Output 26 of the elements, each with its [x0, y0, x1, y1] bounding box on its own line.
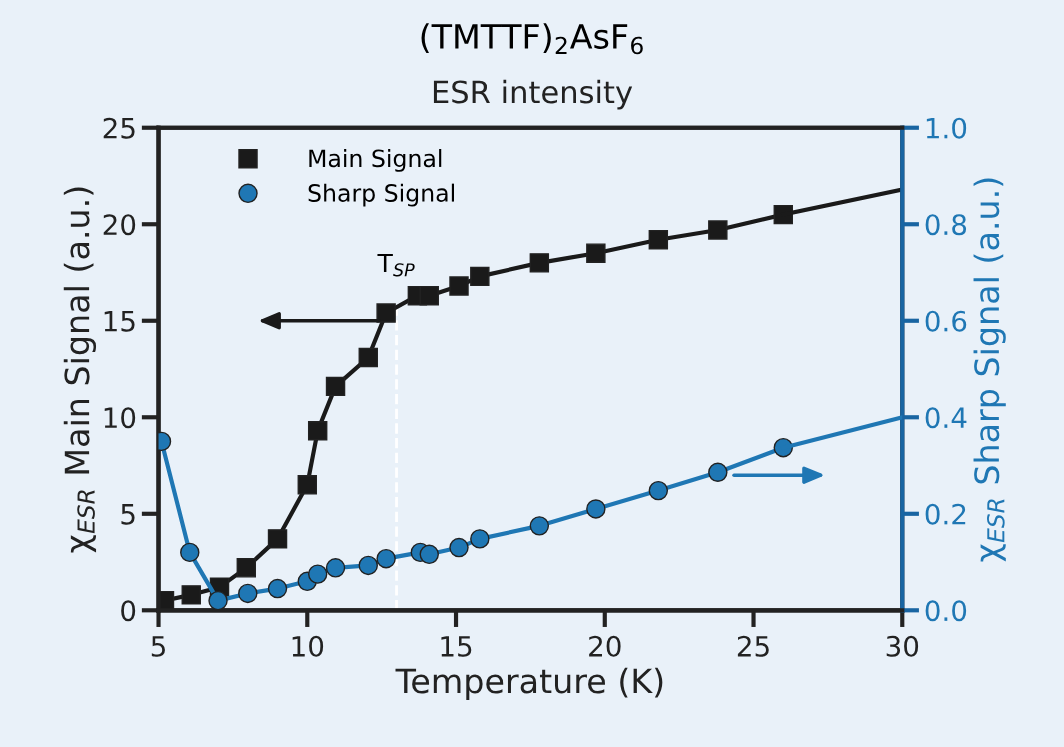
ref-line-label: T$_{SP}$	[377, 253, 415, 277]
x-tick-label: 25	[737, 635, 769, 657]
y2-tick-label: 0.8	[925, 214, 967, 236]
y-tick-label: 5	[121, 504, 135, 525]
x-tick-label: 15	[441, 636, 472, 657]
y-tick-label: 10	[104, 407, 136, 429]
chart-title: (TMTTF)$_{2}$AsF$_{6}$	[421, 23, 643, 55]
legend-label: Main Signal	[309, 148, 442, 172]
x-tick-label: 10	[292, 635, 324, 657]
y2-tick-label: 0.6	[925, 310, 967, 332]
y2-tick-label: 0.4	[925, 407, 967, 429]
y-tick-label: 25	[103, 117, 135, 139]
x-tick-label: 30	[886, 635, 919, 657]
legend-label: Sharp Signal	[308, 183, 454, 207]
y-tick-label: 20	[103, 214, 136, 236]
y2-tick-label: 0.0	[925, 600, 967, 622]
y-tick-label: 15	[104, 311, 135, 332]
y2-axis-title: χ$_{ESR}$ Sharp Signal (a.u.)	[973, 178, 1006, 562]
y-tick-label: 0	[121, 600, 136, 622]
chart-subtitle: ESR intensity	[433, 79, 633, 110]
x-axis-title: Temperature (K)	[395, 667, 663, 700]
x-tick-label: 5	[151, 636, 165, 657]
y-axis-title: χ$_{ESR}$ Main Signal (a.u.)	[63, 187, 97, 553]
x-tick-label: 20	[589, 635, 621, 657]
y2-tick-label: 0.2	[925, 503, 966, 525]
y2-tick-label: 1.0	[926, 117, 967, 139]
